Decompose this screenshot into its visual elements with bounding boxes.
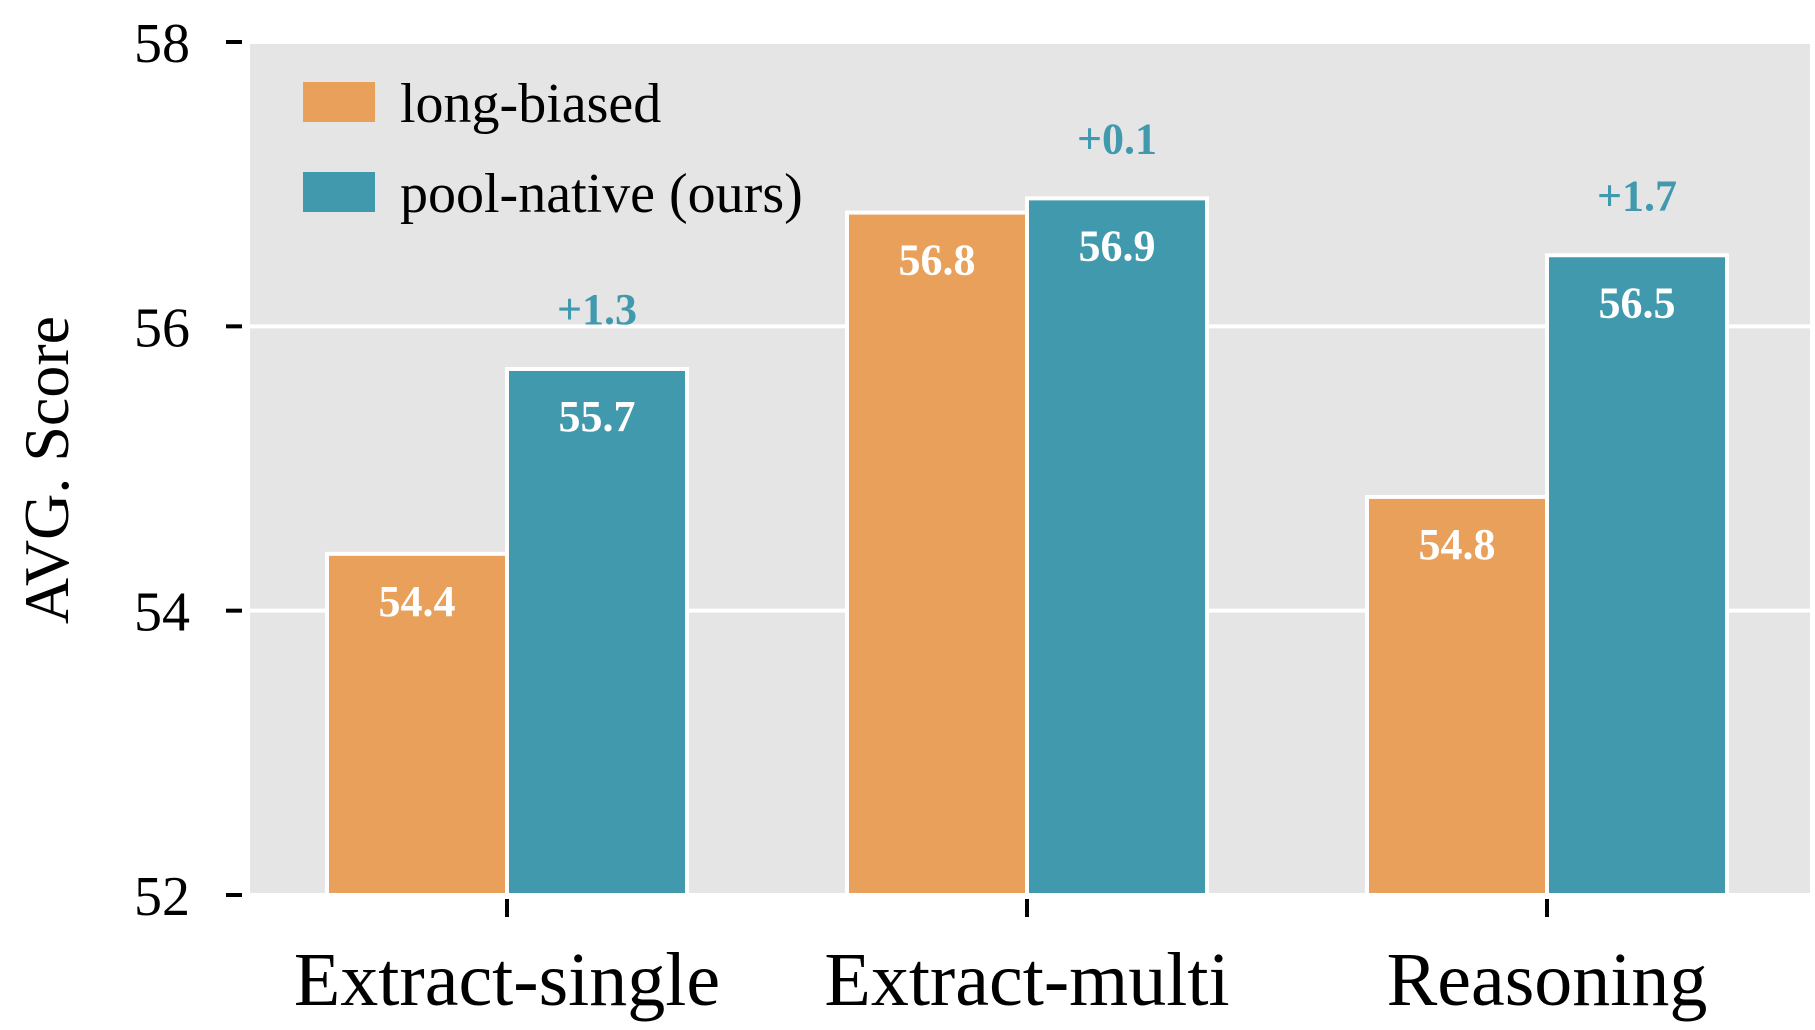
bar-value-label: 56.5 <box>1599 278 1676 327</box>
legend-label-pool-native: pool-native (ours) <box>400 163 803 225</box>
bar-value-label: 56.8 <box>899 236 976 285</box>
bar-pool-native <box>505 366 689 897</box>
bar-pool-native <box>1545 253 1729 897</box>
delta-annotation: +1.7 <box>1597 171 1677 220</box>
bar-long-biased <box>845 210 1029 898</box>
bar-value-label: 55.7 <box>559 392 636 441</box>
x-axis: Extract-single Extract-multi Reasoning <box>294 899 1708 1022</box>
bar-value-label: 54.4 <box>379 577 456 626</box>
x-tick-label: Extract-multi <box>824 938 1229 1022</box>
bar-pool-native <box>1025 196 1209 897</box>
legend-label-long-biased: long-biased <box>400 73 661 135</box>
bar-long-biased <box>325 551 509 897</box>
bar-long-biased <box>1365 494 1549 897</box>
bars: 54.4 55.7 +1.3 56.8 56.9 +0.1 54.8 56.5 +1.7 <box>325 114 1729 898</box>
delta-annotation: +0.1 <box>1077 114 1157 163</box>
y-tick-label: 56 <box>134 297 190 359</box>
x-tick-label: Reasoning <box>1387 938 1708 1022</box>
y-axis-title: AVG. Score <box>11 316 82 624</box>
legend: long-biased pool-native (ours) <box>303 73 803 225</box>
x-tick-label: Extract-single <box>294 938 720 1022</box>
y-tick-label: 52 <box>134 866 190 928</box>
legend-swatch-long-biased <box>303 82 375 122</box>
y-axis: 52 54 56 58 <box>134 13 242 928</box>
legend-swatch-pool-native <box>303 172 375 212</box>
y-tick-label: 54 <box>134 582 190 644</box>
bar-value-label: 56.9 <box>1079 221 1156 270</box>
delta-annotation: +1.3 <box>557 285 637 334</box>
y-tick-label: 58 <box>134 13 190 75</box>
bar-value-label: 54.8 <box>1419 520 1496 569</box>
